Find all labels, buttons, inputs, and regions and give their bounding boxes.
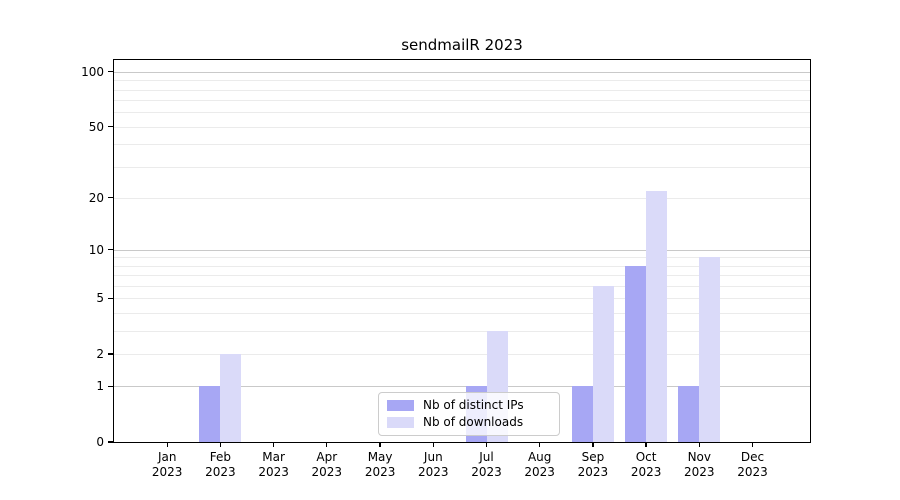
x-tick	[539, 442, 541, 447]
bar-distinct-ips-feb	[199, 386, 221, 442]
bar-downloads-nov	[699, 257, 721, 442]
plot-area	[113, 59, 811, 443]
x-tick	[166, 442, 168, 447]
gridline-minor	[114, 80, 810, 82]
x-tick	[592, 442, 594, 447]
gridline-minor	[114, 330, 810, 332]
legend: Nb of distinct IPs Nb of downloads	[378, 392, 560, 436]
gridline-major	[114, 71, 810, 73]
x-tick	[645, 442, 647, 447]
legend-entry-distinct-ips: Nb of distinct IPs	[387, 398, 550, 412]
bar-downloads-sep	[592, 285, 614, 442]
x-tick-label-jun: Jun 2023	[418, 450, 449, 479]
legend-swatch-downloads-icon	[387, 416, 414, 428]
y-tick-label: 2	[96, 346, 104, 361]
legend-swatch-distinct-ips-icon	[387, 399, 414, 411]
gridline-minor	[114, 285, 810, 287]
x-tick	[326, 442, 328, 447]
x-tick	[485, 442, 488, 447]
x-tick-label-jul: Jul 2023	[471, 450, 502, 479]
y-tick-label: 1	[96, 379, 104, 394]
x-tick-label-jan: Jan 2023	[151, 450, 183, 479]
gridline-major	[114, 386, 810, 388]
y-tick	[108, 197, 113, 199]
gridline-minor	[114, 100, 810, 102]
gridline-minor	[114, 112, 810, 114]
gridline-minor	[114, 126, 810, 128]
x-tick	[698, 442, 700, 447]
y-tick	[108, 249, 113, 251]
x-tick-label-dec: Dec 2023	[737, 450, 768, 479]
bar-distinct-ips-nov	[678, 386, 700, 442]
gridline-minor	[114, 144, 810, 146]
y-tick-label: 50	[88, 119, 104, 134]
y-tick-label: 5	[96, 291, 104, 306]
x-tick-label-nov: Nov 2023	[684, 450, 715, 479]
y-tick	[108, 125, 113, 128]
gridline-minor	[114, 166, 810, 168]
y-tick-label: 10	[88, 242, 104, 257]
gridline-major	[114, 249, 810, 251]
x-tick	[432, 442, 434, 447]
x-tick-label-oct: Oct 2023	[630, 450, 662, 479]
x-tick-label-aug: Aug 2023	[524, 450, 555, 479]
legend-entry-downloads: Nb of downloads	[387, 415, 550, 429]
x-tick	[751, 442, 754, 447]
y-tick	[108, 297, 113, 299]
x-tick-label-mar: Mar 2023	[258, 450, 289, 479]
x-tick	[379, 442, 381, 447]
y-tick	[108, 385, 113, 388]
chart-title: sendmailR 2023	[401, 36, 523, 54]
gridline-minor	[114, 257, 810, 259]
bar-downloads-feb	[220, 353, 242, 442]
y-tick-label: 20	[88, 190, 104, 205]
y-tick-label: 100	[81, 64, 104, 79]
legend-label-distinct-ips: Nb of distinct IPs	[423, 398, 524, 412]
bar-downloads-oct	[646, 190, 668, 442]
x-tick-label-apr: Apr 2023	[311, 450, 343, 479]
bar-distinct-ips-oct	[625, 265, 647, 442]
x-tick-label-sep: Sep 2023	[577, 450, 609, 479]
x-tick	[219, 442, 222, 447]
y-tick-label: 0	[96, 435, 104, 449]
gridline-minor	[114, 89, 810, 91]
gridline-minor	[114, 197, 810, 199]
x-tick-label-may: May 2023	[364, 450, 396, 479]
legend-label-downloads: Nb of downloads	[423, 415, 524, 429]
gridline-minor	[114, 353, 810, 355]
gridline-minor	[114, 298, 810, 300]
y-tick	[108, 353, 113, 355]
gridline-minor	[114, 312, 810, 314]
bar-distinct-ips-sep	[571, 386, 593, 442]
x-tick-label-feb: Feb 2023	[205, 450, 236, 479]
gridline-minor	[114, 265, 810, 267]
x-tick	[272, 442, 275, 447]
y-tick	[108, 441, 113, 443]
gridline-minor	[114, 275, 810, 277]
y-tick	[108, 71, 113, 73]
